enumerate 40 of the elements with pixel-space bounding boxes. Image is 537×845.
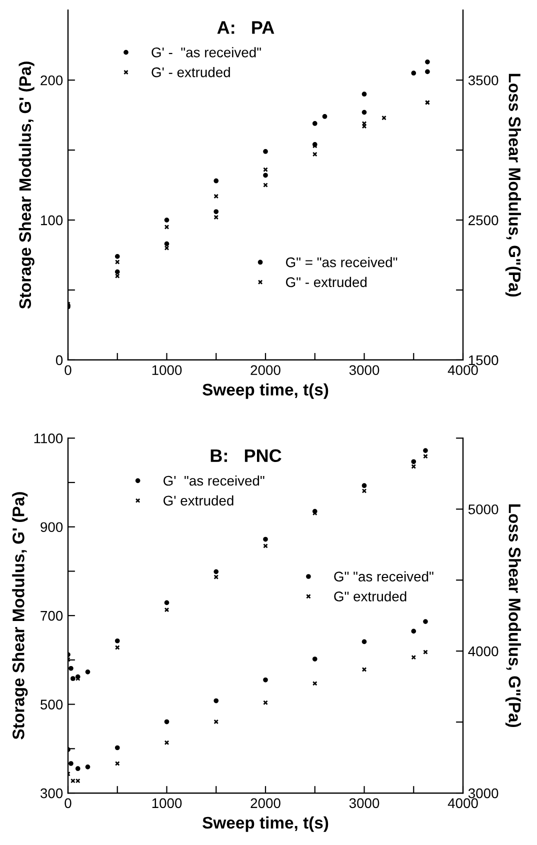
x-tick-label: 0 xyxy=(64,798,72,808)
x-tick-label: 0 xyxy=(64,365,72,376)
y-tick-label: 500 xyxy=(40,700,63,710)
y-tick-label: 200 xyxy=(40,75,63,86)
legend-label: G" extruded xyxy=(334,591,406,602)
x-tick-label: 1000 xyxy=(152,798,182,808)
x-tick-label: 3000 xyxy=(349,365,380,376)
x-tick-label: 4000 xyxy=(448,798,478,808)
y2-tick-label: 1500 xyxy=(468,355,498,366)
chart-title: A: PA xyxy=(217,21,274,34)
legend-label: G' - "as received" xyxy=(152,47,261,58)
legend-label: G' - extruded xyxy=(152,67,230,78)
legend-label: G' "as received" xyxy=(164,475,264,486)
chart-title: B: PNC xyxy=(210,449,282,462)
y-tick-label: 1100 xyxy=(34,433,63,444)
y2-tick-label: 3500 xyxy=(468,75,498,86)
y2-axis-title: Loss Shear Modulus, G"(Pa) xyxy=(505,74,521,297)
x-tick-label: 2000 xyxy=(250,798,280,808)
x-tick-label: 4000 xyxy=(448,365,478,376)
y-tick-label: 700 xyxy=(40,610,63,621)
x-tick-label: 3000 xyxy=(349,798,380,808)
x-tick-label: 2000 xyxy=(250,365,280,376)
y2-tick-label: 4000 xyxy=(468,646,498,656)
x-axis-title: Sweep time, t(s) xyxy=(202,816,328,832)
y-axis-title: Storage Shear Modulus, G' (Pa) xyxy=(12,492,28,740)
y-tick-label: 100 xyxy=(41,215,63,226)
y2-tick-label: 5000 xyxy=(468,504,498,514)
y-tick-label: 0 xyxy=(56,355,63,366)
y2-tick-label: 3000 xyxy=(468,788,498,798)
y2-tick-label: 2500 xyxy=(468,215,498,226)
legend-label: G" - extruded xyxy=(286,276,367,288)
x-axis-title: Sweep time, t(s) xyxy=(202,383,328,399)
legend-label: G' extruded xyxy=(164,495,234,506)
y-tick-label: 300 xyxy=(40,788,63,798)
y-tick-label: 900 xyxy=(40,522,63,532)
x-tick-label: 1000 xyxy=(152,365,182,376)
y-axis-title: Storage Shear Modulus, G' (Pa) xyxy=(18,62,34,309)
y2-axis-title: Loss Shear Modulus, G"(Pa) xyxy=(505,504,521,728)
legend-label: G" = "as received" xyxy=(286,257,398,268)
legend-label: G" "as received" xyxy=(334,571,434,582)
